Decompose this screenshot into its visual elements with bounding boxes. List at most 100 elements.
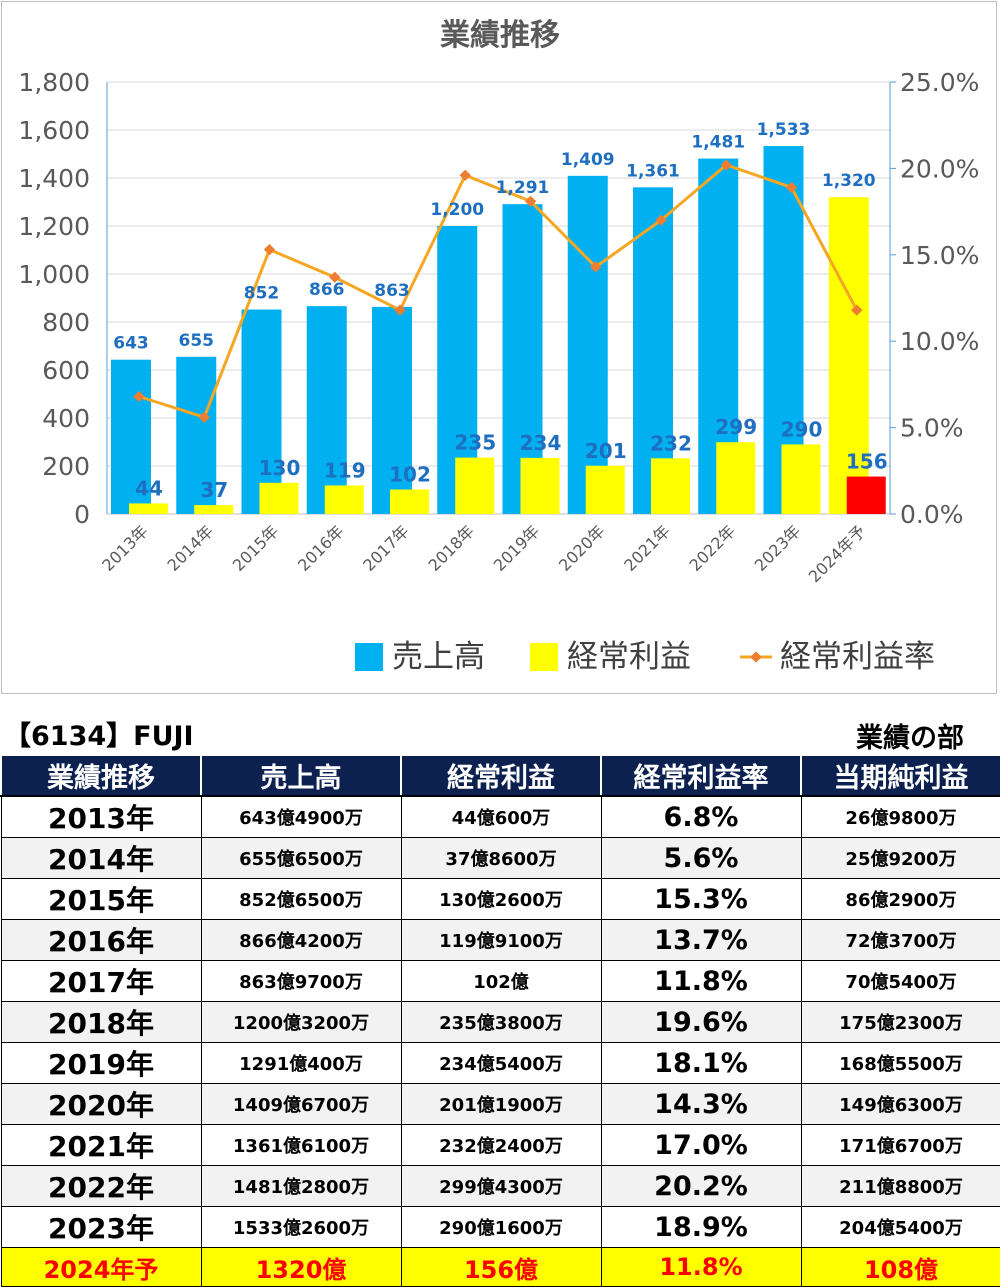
profit-bar [520,457,560,514]
company-title: 【6134】FUJI [4,721,194,752]
table-row-forecast: 2024年予 1320億 156億 11.8% 108億 [0,1247,1000,1287]
profit-data-label: 299 [715,415,757,439]
cell-sales: 1533億2600万 [200,1206,402,1248]
x-tick-label: 2022年 [686,521,740,575]
y2-tick-label: 15.0% [900,241,979,270]
y-tick-label: 0 [74,500,90,529]
chart-panel: 業績推移 0 200 400 600 800 1,000 1,200 1,400 1,600 1,8… [1,1,997,694]
cell-period: 2014年 [0,837,202,879]
profit-data-label: 37 [200,478,228,502]
cell-ordinary-profit: 299億4300万 [400,1165,602,1207]
sales-data-label: 1,533 [757,120,811,140]
cell-ordinary-profit: 37億8600万 [400,837,602,879]
cell-period: 2021年 [0,1124,202,1166]
section-title: 業績の部 [856,723,964,754]
profit-bar [324,485,364,514]
y-tick-label: 1,200 [18,212,90,241]
y-tick-label: 1,000 [18,260,90,289]
y-tick-label: 400 [42,404,90,433]
sales-data-label: 852 [244,284,280,304]
profit-data-label: 102 [389,463,431,487]
cell-ordinary-profit: 232億2400万 [400,1124,602,1166]
profit-data-label: 119 [324,458,366,482]
profit-bar [585,465,625,514]
y-tick-label: 1,800 [18,68,90,97]
y-tick-label: 600 [42,356,90,385]
cell-profit-rate: 17.0% [600,1124,802,1166]
sales-bar [828,197,869,514]
cell-sales: 1200億3200万 [200,1001,402,1043]
cell-net-income: 168億5500万 [800,1042,1000,1084]
table-row: 2018年 1200億3200万 235億3800万 19.6% 175億2300万 [0,1001,1000,1043]
profit-bar [259,482,299,514]
y2-tick-label: 10.0% [900,327,979,356]
table-row: 2015年 852億6500万 130億2600万 15.3% 86億2900万 [0,878,1000,920]
profit-rate-point [459,169,471,181]
cell-period: 2015年 [0,878,202,920]
cell-sales: 863億9700万 [200,960,402,1002]
y-tick-label: 1,400 [18,164,90,193]
table-header-row: 業績推移 売上高 経常利益 経常利益率 当期純利益 [0,754,1000,797]
chart-title: 業績推移 [440,18,560,53]
profit-data-label: 232 [650,431,692,455]
cell-ordinary-profit: 102億 [400,960,602,1002]
x-tick-label: 2013年 [98,521,152,575]
cell-period: 2022年 [0,1165,202,1207]
cell-ordinary-profit: 290億1600万 [400,1206,602,1248]
table-row: 2021年 1361億6100万 232億2400万 17.0% 171億6700万 [0,1124,1000,1166]
cell-net-income: 211億8800万 [800,1165,1000,1207]
profit-data-label: 130 [259,456,301,480]
profit-rate-point [851,304,863,316]
profit-rate-point [329,271,341,283]
profit-bar [390,489,429,514]
cell-period: 2023年 [0,1206,202,1248]
sales-bar [241,309,282,514]
sales-data-label: 1,200 [430,200,484,220]
cell-period: 2018年 [0,1001,202,1043]
profit-rate-point [524,195,537,207]
cell-profit-rate: 15.3% [600,878,802,920]
table-row: 2016年 866億4200万 119億9100万 13.7% 72億3700万 [0,919,1000,961]
sales-bar [306,306,347,514]
cell-sales: 1361億6100万 [200,1124,402,1166]
profit-rate-point [263,243,276,256]
sales-data-label: 655 [179,331,215,351]
cell-period: 2013年 [0,795,202,838]
cell-sales: 1481億2800万 [200,1165,402,1207]
cell-net-income: 72億3700万 [800,919,1000,961]
legend-label-sales: 売上高 [392,639,485,675]
profit-data-label: 234 [520,431,562,455]
sales-data-label: 1,409 [561,150,615,170]
x-tick-label: 2018年 [425,521,479,575]
profit-data-label: 44 [135,476,163,500]
header-period: 業績推移 [0,754,202,797]
cell-sales: 866億4200万 [200,919,402,961]
y2-tick-label: 5.0% [900,414,964,443]
cell-profit-rate: 6.8% [600,795,802,838]
cell-profit-rate: 13.7% [600,919,802,961]
cell-net-income: 204億5400万 [800,1206,1000,1248]
profit-rate-point [785,181,798,194]
profit-bar [194,505,234,514]
profit-rate-point [133,390,145,403]
x-tick-label: 2017年 [359,521,413,575]
cell-period: 2024年予 [0,1247,202,1287]
cell-profit-rate: 5.6% [600,837,802,879]
sales-bar [111,359,151,514]
sales-data-label: 643 [113,334,149,354]
sales-data-label: 1,320 [822,171,876,191]
cell-ordinary-profit: 44億600万 [400,795,602,838]
legend-label-rate: 経常利益率 [780,639,935,675]
profit-rate-point [720,159,732,171]
x-tick-label: 2015年 [229,521,283,575]
sales-data-label: 866 [309,280,345,300]
profit-rate-point [394,304,406,316]
profit-bar [781,444,821,514]
x-tick-label: 2016年 [294,521,348,575]
y2-tick-label: 0.0% [900,500,964,529]
sales-data-label: 1,361 [626,161,680,181]
cell-period: 2019年 [0,1042,202,1084]
cell-profit-rate: 11.8% [600,960,802,1002]
sales-bar [567,175,608,514]
y2-tick-label: 20.0% [900,154,979,183]
